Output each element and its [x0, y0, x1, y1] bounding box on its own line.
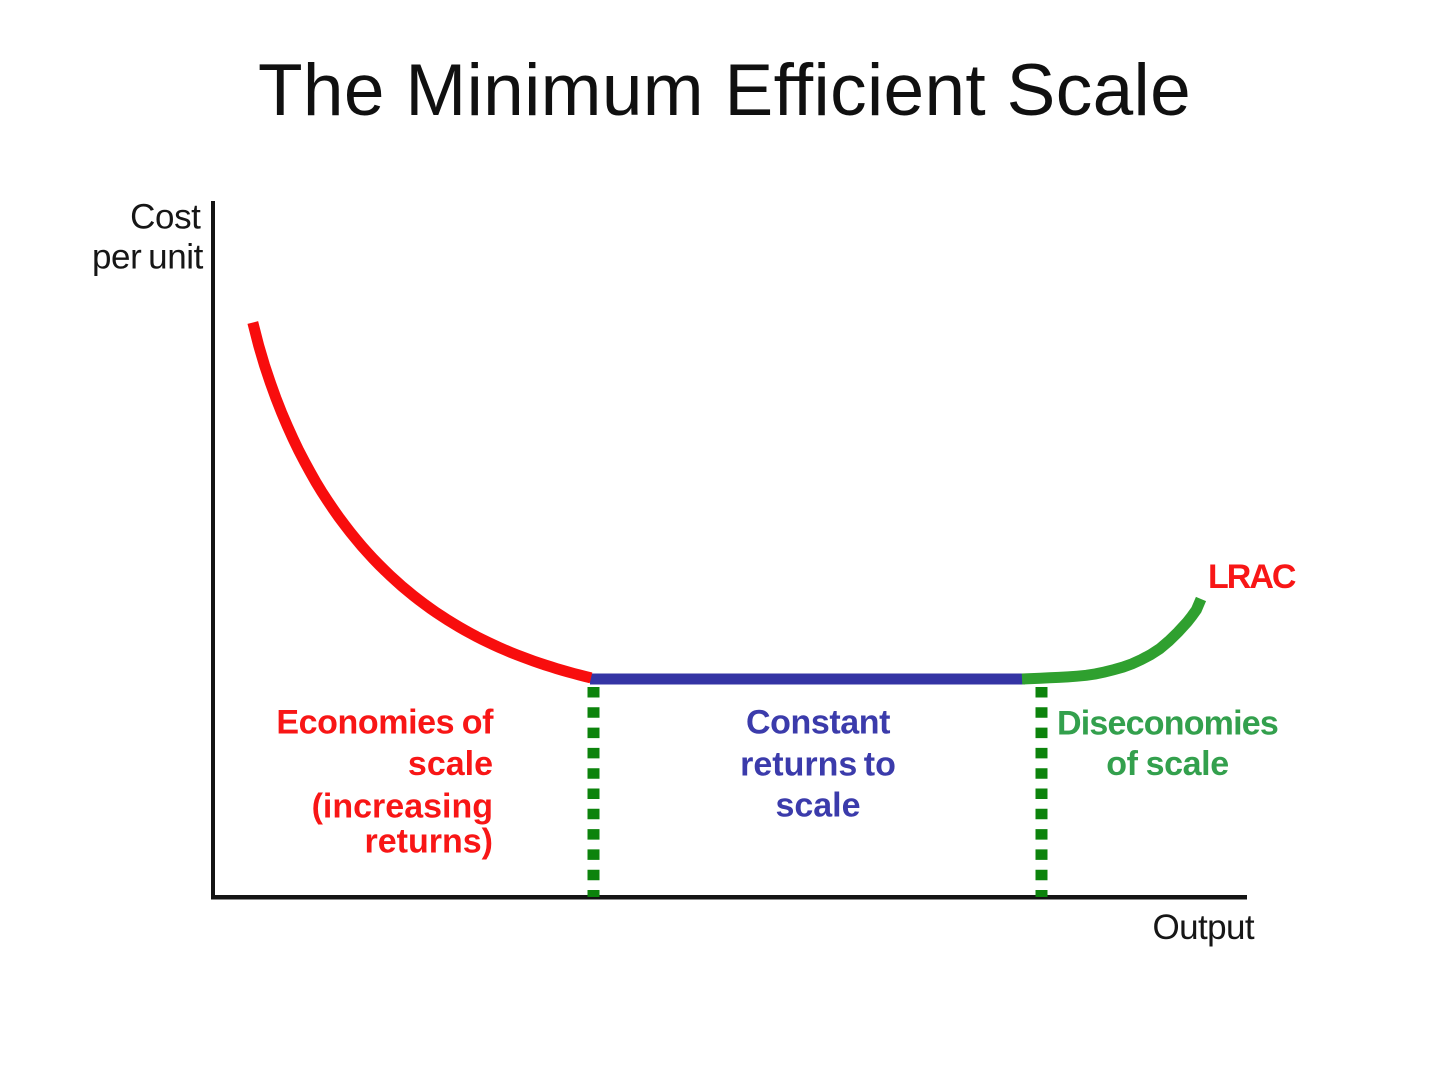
svg-text:scale: scale	[775, 787, 860, 825]
svg-text:Economies of: Economies of	[276, 704, 494, 742]
svg-text:Output: Output	[1153, 908, 1255, 947]
svg-text:returns): returns)	[365, 823, 493, 861]
svg-text:returns to: returns to	[740, 746, 896, 784]
svg-text:LRAC: LRAC	[1208, 558, 1296, 596]
svg-text:(increasing: (increasing	[312, 788, 493, 826]
svg-text:Cost: Cost	[130, 198, 201, 237]
svg-text:Constant: Constant	[746, 704, 890, 742]
svg-text:of scale: of scale	[1106, 745, 1228, 783]
svg-text:per unit: per unit	[92, 238, 204, 277]
svg-text:The Minimum Efficient Scale: The Minimum Efficient Scale	[258, 50, 1191, 131]
svg-text:Diseconomies: Diseconomies	[1057, 705, 1278, 743]
svg-text:scale: scale	[408, 745, 493, 783]
